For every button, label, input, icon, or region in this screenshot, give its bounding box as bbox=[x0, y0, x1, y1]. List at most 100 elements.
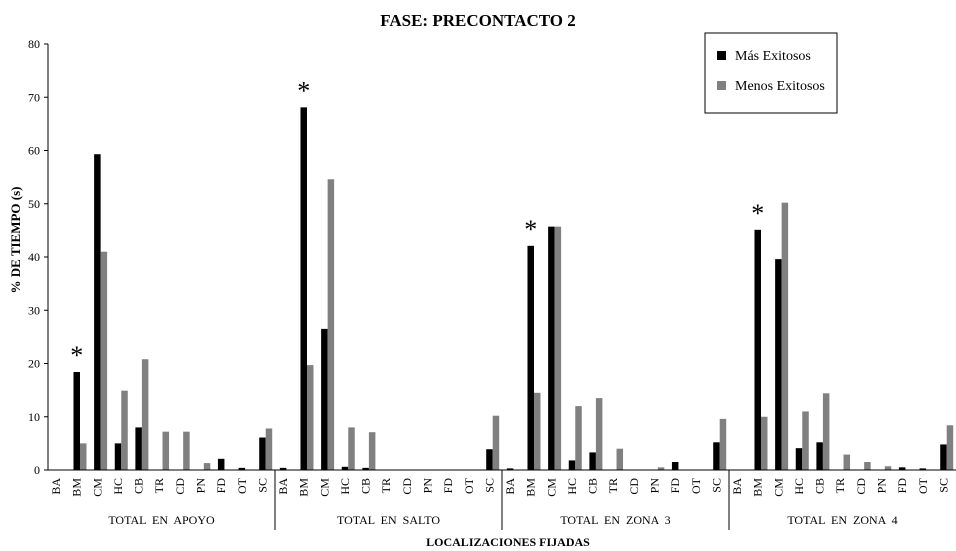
legend-label: Menos Exitosos bbox=[735, 79, 825, 94]
x-tick-label: FD bbox=[895, 478, 909, 494]
x-tick-label: OT bbox=[235, 477, 249, 494]
x-tick-label: CB bbox=[813, 478, 827, 494]
x-axis-label: LOCALIZACIONES FIJADAS bbox=[426, 535, 590, 549]
bar-total-en-apoyo-bm-s2 bbox=[79, 443, 87, 470]
x-tick-label: TR bbox=[152, 478, 166, 493]
x-tick-label: HC bbox=[792, 478, 806, 495]
bar-total-en-salto-cb-s1 bbox=[362, 467, 369, 470]
x-tick-label: FD bbox=[668, 478, 682, 494]
bar-total-en-salto-ba-s1 bbox=[279, 467, 287, 470]
bar-total-en-zona-4-cb-s2 bbox=[822, 393, 830, 470]
bar-total-en-zona-4-pn-s2 bbox=[884, 466, 892, 470]
x-tick-label: HC bbox=[338, 478, 352, 495]
bar-total-en-salto-sc-s2 bbox=[492, 415, 500, 470]
bar-total-en-zona-4-fd-s1 bbox=[898, 467, 906, 470]
group-label: TOTAL EN ZONA 3 bbox=[560, 513, 670, 527]
x-tick-label: CB bbox=[359, 478, 373, 494]
significance-asterisk: * bbox=[70, 341, 83, 370]
bar-total-en-salto-cb-s2 bbox=[368, 432, 376, 470]
bar-total-en-zona-4-cd-s2 bbox=[864, 462, 871, 470]
y-tick-label: 10 bbox=[28, 410, 40, 424]
x-tick-label: PN bbox=[193, 478, 207, 494]
legend-swatch bbox=[717, 51, 726, 60]
bar-total-en-zona-3-bm-s2 bbox=[533, 392, 541, 470]
bar-total-en-zona-4-tr-s2 bbox=[843, 454, 851, 470]
x-tick-label: BA bbox=[730, 478, 744, 495]
bar-total-en-apoyo-tr-s2 bbox=[162, 431, 170, 470]
bar-total-en-zona-4-bm-s1 bbox=[754, 229, 761, 470]
x-tick-label: BA bbox=[276, 478, 290, 495]
bar-total-en-apoyo-cd-s2 bbox=[183, 431, 190, 470]
y-axis: 0 10 20 30 40 50 60 70 80 bbox=[28, 37, 49, 477]
x-tick-label: CM bbox=[317, 478, 331, 497]
bar-total-en-zona-3-cb-s2 bbox=[595, 398, 603, 470]
bars: * * * * bbox=[70, 76, 954, 471]
group-label: TOTAL EN SALTO bbox=[337, 513, 440, 527]
x-tick-label: TR bbox=[833, 478, 847, 493]
x-tick-label: CM bbox=[90, 478, 104, 497]
x-tick-label: CB bbox=[586, 478, 600, 494]
x-tick-label: CB bbox=[132, 478, 146, 494]
bar-total-en-salto-sc-s1 bbox=[486, 449, 493, 470]
bar-total-en-zona-3-fd-s1 bbox=[671, 462, 679, 470]
y-tick-label: 30 bbox=[28, 303, 40, 317]
x-tick-label: SC bbox=[255, 478, 269, 493]
x-tick-label: BM bbox=[297, 478, 311, 497]
bar-total-en-zona-3-tr-s2 bbox=[616, 448, 624, 470]
x-tick-label: CM bbox=[544, 478, 558, 497]
bar-total-en-salto-bm-s1 bbox=[300, 107, 307, 471]
x-tick-label: FD bbox=[214, 478, 228, 494]
bar-total-en-salto-cm-s1 bbox=[321, 328, 328, 470]
x-tick-label: PN bbox=[874, 478, 888, 494]
bar-total-en-apoyo-fd-s1 bbox=[217, 458, 225, 470]
bar-total-en-zona-4-cb-s1 bbox=[816, 442, 823, 470]
x-tick-label: CD bbox=[627, 478, 641, 495]
bar-total-en-zona-3-hc-s1 bbox=[568, 460, 576, 470]
bar-total-en-apoyo-cm-s2 bbox=[100, 251, 108, 470]
bar-total-en-zona-4-bm-s2 bbox=[760, 416, 768, 470]
bar-total-en-zona-3-cm-s1 bbox=[548, 226, 555, 470]
bar-total-en-apoyo-pn-s2 bbox=[203, 463, 211, 470]
bar-total-en-apoyo-sc-s2 bbox=[265, 428, 273, 470]
x-tick-label: BA bbox=[503, 478, 517, 495]
bar-total-en-apoyo-hc-s2 bbox=[121, 390, 128, 470]
bar-total-en-zona-4-hc-s1 bbox=[795, 448, 803, 470]
x-tick-label: BA bbox=[49, 478, 63, 495]
bar-total-en-zona-4-sc-s2 bbox=[946, 425, 954, 470]
bar-total-en-zona-4-cm-s2 bbox=[781, 202, 789, 470]
bar-total-en-salto-hc-s2 bbox=[348, 427, 355, 470]
x-tick-label: BM bbox=[524, 478, 538, 497]
bar-total-en-zona-3-cb-s1 bbox=[589, 452, 596, 470]
bar-total-en-apoyo-cm-s1 bbox=[94, 154, 101, 471]
bar-total-en-apoyo-sc-s1 bbox=[259, 437, 266, 470]
bar-total-en-zona-3-sc-s1 bbox=[713, 442, 720, 470]
bar-total-en-zona-3-pn-s2 bbox=[657, 467, 665, 470]
x-tick-label: PN bbox=[420, 478, 434, 494]
bar-total-en-apoyo-hc-s1 bbox=[114, 443, 122, 470]
x-tick-label: HC bbox=[565, 478, 579, 495]
bar-total-en-zona-3-ba-s1 bbox=[506, 468, 514, 470]
group-label: TOTAL EN ZONA 4 bbox=[787, 513, 897, 527]
significance-asterisk: * bbox=[751, 199, 764, 228]
y-tick-label: 20 bbox=[28, 357, 40, 371]
x-tick-label: CD bbox=[400, 478, 414, 495]
bar-total-en-zona-4-ot-s1 bbox=[919, 468, 927, 470]
legend-label: Más Exitosos bbox=[735, 49, 811, 64]
x-tick-label: OT bbox=[462, 477, 476, 494]
y-tick-label: 80 bbox=[28, 37, 40, 51]
x-tick-label: BM bbox=[70, 478, 84, 497]
significance-asterisk: * bbox=[297, 76, 310, 105]
x-tick-label: SC bbox=[936, 478, 950, 493]
legend-swatch bbox=[717, 81, 726, 90]
y-tick-label: 50 bbox=[28, 197, 40, 211]
bar-total-en-zona-4-hc-s2 bbox=[802, 411, 809, 470]
y-tick-label: 40 bbox=[28, 250, 40, 264]
bar-total-en-salto-hc-s1 bbox=[341, 466, 349, 470]
x-tick-label: CD bbox=[173, 478, 187, 495]
bar-total-en-zona-3-sc-s2 bbox=[719, 418, 727, 470]
bar-total-en-apoyo-cb-s2 bbox=[141, 359, 149, 470]
x-tick-label: HC bbox=[111, 478, 125, 495]
bar-total-en-salto-cm-s2 bbox=[327, 179, 335, 470]
x-tick-label: OT bbox=[916, 477, 930, 494]
